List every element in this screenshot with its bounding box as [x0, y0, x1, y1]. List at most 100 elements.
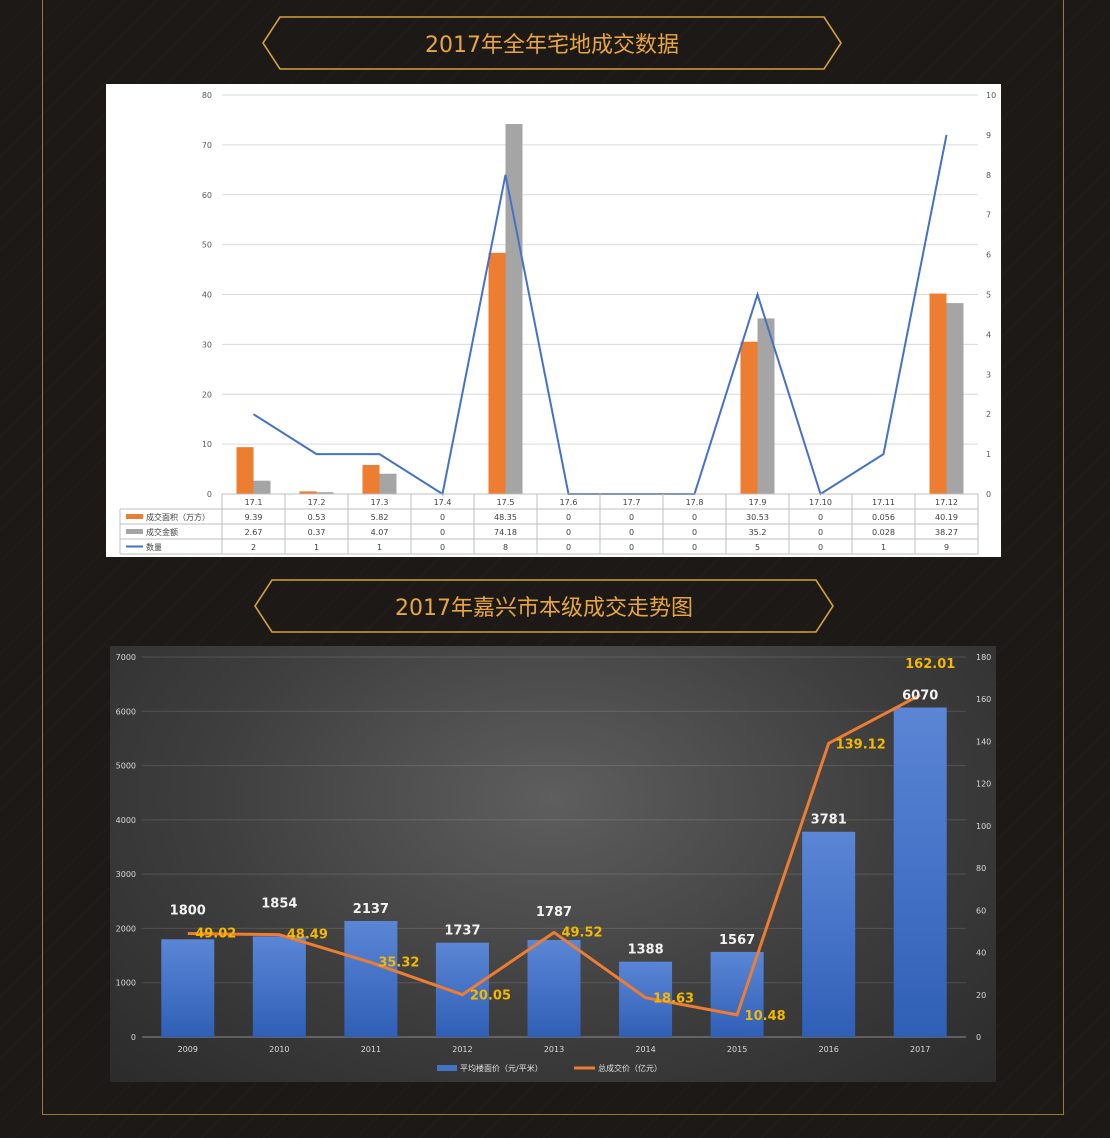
bar-data-label: 1787	[536, 905, 572, 920]
y-left-tick-label: 0	[207, 490, 212, 499]
bar-data-label: 1854	[261, 896, 297, 911]
y-left-tick-label: 80	[202, 91, 212, 100]
x-tick-label: 17.11	[872, 498, 895, 507]
y-right-tick-label: 60	[976, 906, 986, 915]
y-left-tick-label: 60	[202, 191, 212, 200]
bar-data-label: 1567	[719, 933, 755, 948]
y-left-tick-label: 40	[202, 291, 212, 300]
y-left-tick-label: 3000	[116, 870, 136, 879]
table-cell-value: 4.07	[371, 528, 389, 537]
chart1-land-transactions: 0 10 20 30 40 50 60 70 80 0 1 2 3 4 5 6 7 8 9 10 17.1 17.2 17.…	[106, 84, 1001, 557]
y-right-tick-label: 3	[986, 370, 991, 379]
table-cell-value: 0	[692, 513, 697, 522]
x-tick-label: 2013	[544, 1045, 564, 1054]
chart1-title-banner: 2017年全年宅地成交数据	[262, 16, 842, 70]
legend-key-avg-price	[437, 1065, 457, 1071]
bar-amount	[253, 480, 271, 494]
chart1-title: 2017年全年宅地成交数据	[425, 33, 679, 58]
x-tick-label: 2017	[910, 1045, 930, 1054]
x-tick-label: 17.8	[686, 498, 704, 507]
series-line-count	[252, 134, 948, 496]
x-tick-label: 2016	[818, 1045, 838, 1054]
bar-area	[236, 447, 254, 494]
table-cell-value: 0	[629, 513, 634, 522]
x-tick-label: 17.10	[809, 498, 832, 507]
legend-key-amount	[126, 529, 143, 534]
table-cell-value: 1	[377, 543, 382, 552]
table-cell-value: 0	[818, 543, 823, 552]
x-tick-label: 2011	[361, 1045, 381, 1054]
table-cell-value: 9.39	[245, 513, 263, 522]
table-cell-value: 5.82	[371, 513, 389, 522]
y-right-tick-label: 5	[986, 291, 991, 300]
legend-label: 平均楼面价（元/平米）	[460, 1063, 543, 1073]
x-tick-label: 17.6	[560, 498, 578, 507]
y-left-tick-label: 20	[202, 390, 212, 399]
banner1-shape	[262, 16, 842, 70]
bar-avg-price	[527, 939, 581, 1037]
bar-avg-price	[710, 951, 764, 1037]
table-cell-value: 5	[755, 543, 760, 552]
x-tick-label: 17.4	[434, 498, 452, 507]
legend-label: 成交金额	[146, 527, 178, 537]
y-left-tick-label: 30	[202, 340, 212, 349]
table-cell-value: 0	[566, 543, 571, 552]
bar-amount	[505, 124, 523, 494]
chart2-price-trend: 0 1000 2000 3000 4000 5000 6000 7000 0 20 40 60 80 10…	[110, 646, 996, 1082]
table-cell-value: 0	[629, 543, 634, 552]
y-right-tick-label: 0	[986, 490, 991, 499]
y-left-tick-label: 50	[202, 241, 212, 250]
table-cell-value: 48.35	[494, 513, 517, 522]
table-cell-value: 0	[818, 513, 823, 522]
bar-avg-price	[802, 831, 856, 1037]
table-cell-value: 0	[692, 528, 697, 537]
table-cell-value: 8	[503, 543, 508, 552]
bar-area	[929, 293, 947, 494]
table-cell-value: 0	[440, 543, 445, 552]
x-tick-label: 17.2	[308, 498, 326, 507]
bar-amount	[757, 318, 775, 494]
legend-key-area	[126, 514, 143, 519]
bar-amount	[946, 303, 964, 494]
bar-amount	[316, 492, 334, 494]
y-right-tick-label: 120	[976, 780, 991, 789]
x-tick-label: 17.1	[245, 498, 263, 507]
x-tick-label: 17.12	[935, 498, 958, 507]
line-data-label: 49.02	[195, 927, 236, 942]
bar-avg-price	[344, 920, 398, 1037]
bar-data-label: 1800	[170, 903, 206, 918]
table-cell-value: 0	[818, 528, 823, 537]
line-data-label: 162.01	[905, 657, 955, 672]
y-right-tick-label: 0	[976, 1033, 981, 1042]
table-cell-value: 30.53	[746, 513, 769, 522]
table-cell-value: 1	[881, 543, 886, 552]
x-tick-label: 2014	[635, 1045, 655, 1054]
bar-area	[362, 464, 380, 494]
y-right-tick-label: 80	[976, 864, 986, 873]
y-right-tick-label: 180	[976, 653, 991, 662]
bar-area	[488, 252, 506, 494]
x-tick-label: 17.3	[371, 498, 389, 507]
bar-area	[740, 341, 758, 494]
y-right-tick-label: 100	[976, 822, 991, 831]
table-cell-value: 2	[251, 543, 256, 552]
y-left-tick-label: 5000	[116, 762, 136, 771]
table-cell-value: 9	[944, 543, 949, 552]
y-right-tick-label: 6	[986, 251, 991, 260]
y-right-tick-label: 2	[986, 410, 991, 419]
table-cell-value: 0	[692, 543, 697, 552]
y-left-tick-label: 1000	[116, 979, 136, 988]
line-data-label: 20.05	[470, 989, 511, 1004]
y-left-tick-label: 10	[202, 440, 212, 449]
table-cell-value: 35.2	[749, 528, 767, 537]
line-data-label: 139.12	[836, 737, 886, 752]
table-cell-value: 74.18	[494, 528, 517, 537]
line-data-label: 49.52	[561, 925, 602, 940]
chart2-title-banner: 2017年嘉兴市本级成交走势图	[254, 579, 834, 633]
table-cell-value: 0	[629, 528, 634, 537]
x-tick-label: 2012	[452, 1045, 472, 1054]
x-tick-label: 17.5	[497, 498, 515, 507]
bar-data-label: 1388	[627, 943, 663, 958]
y-right-tick-label: 9	[986, 131, 991, 140]
